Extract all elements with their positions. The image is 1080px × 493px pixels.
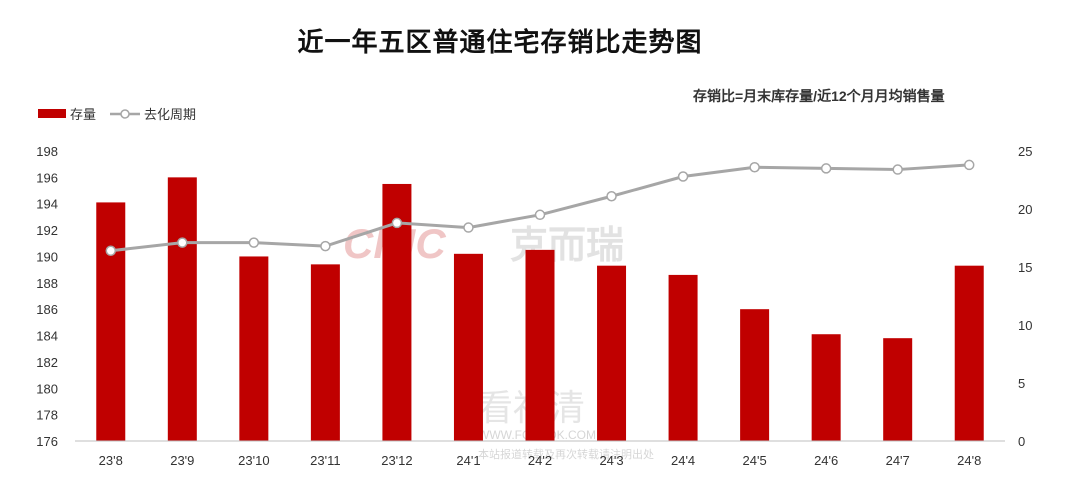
point-cycle (248, 237, 260, 248)
point-cycle (963, 159, 975, 171)
point-cycle (105, 245, 117, 257)
y-right-tick-label: 10 (1018, 318, 1032, 333)
x-tick-label: 23'8 (99, 453, 123, 468)
y-left-tick-label: 196 (36, 170, 58, 185)
y-left-tick-label: 198 (36, 144, 58, 159)
bar-stock (811, 334, 841, 441)
bar-stock (525, 249, 555, 441)
x-tick-label: 24'5 (743, 453, 767, 468)
y-right-tick-label: 20 (1018, 202, 1032, 217)
chart-legend: 存量 去化周期 (38, 104, 196, 123)
watermark-notice: 本站报道转载及再次转载请注明出处 (478, 447, 654, 461)
point-cycle (534, 209, 546, 221)
x-tick-label: 23'11 (310, 453, 340, 468)
y-left-tick-label: 192 (36, 223, 58, 238)
y-left-tick-label: 180 (36, 381, 58, 396)
x-tick-label: 24'8 (957, 453, 981, 468)
y-right-tick-label: 25 (1018, 144, 1032, 159)
y-left-tick-label: 194 (36, 197, 58, 212)
legend-swatch-stock (38, 109, 66, 118)
point-cycle (320, 240, 331, 252)
point-cycle (177, 237, 188, 248)
y-left-tick-label: 178 (36, 408, 58, 423)
x-tick-label: 24'4 (671, 453, 695, 468)
bar-stock (597, 265, 627, 441)
y-right-tick-label: 15 (1018, 260, 1032, 275)
x-tick-label: 23'9 (170, 453, 194, 468)
point-cycle (820, 163, 832, 174)
bar-stock (239, 256, 269, 441)
point-cycle (677, 171, 689, 182)
y-left-tick-label: 186 (36, 302, 58, 317)
y-left-tick-label: 184 (36, 329, 58, 344)
y-left-tick-label: 188 (36, 276, 58, 291)
y-right-tick-label: 5 (1018, 376, 1025, 391)
x-tick-label: 23'12 (381, 453, 412, 468)
y-left-tick-label: 182 (36, 355, 58, 370)
legend-swatch-cycle (110, 108, 141, 119)
bar-stock (883, 338, 913, 441)
bar-stock (96, 202, 126, 441)
legend-label-stock: 存量 (70, 107, 97, 122)
chart-title: 近一年五区普通住宅存销比走势图 (297, 27, 703, 57)
x-tick-label: 24'6 (814, 453, 838, 468)
point-cycle (749, 161, 760, 173)
point-cycle (606, 190, 617, 202)
bar-stock (740, 309, 770, 441)
bar-stock (453, 253, 483, 441)
x-tick-label: 24'3 (599, 453, 623, 468)
bar-stock (954, 265, 984, 441)
x-tick-label: 24'1 (456, 453, 480, 468)
y-right-tick-label: 0 (1018, 434, 1025, 449)
y-left-tick-label: 176 (36, 434, 58, 449)
bar-stock (310, 264, 340, 441)
y-left-tick-label: 190 (36, 249, 58, 264)
bar-stock (167, 177, 197, 441)
x-tick-label: 24'7 (886, 453, 910, 468)
point-cycle (463, 222, 474, 233)
chart-subtitle: 存销比=月末库存量/近12个月月均销售量 (693, 88, 945, 104)
bar-stock (668, 274, 698, 441)
legend-label-cycle: 去化周期 (144, 107, 197, 122)
x-tick-label: 24'2 (528, 453, 552, 468)
legend-item-cycle: 去化周期 (110, 104, 196, 123)
x-tick-label: 23'10 (238, 453, 269, 468)
legend-item-stock: 存量 (38, 104, 96, 123)
point-cycle (391, 217, 403, 229)
point-cycle (892, 164, 903, 175)
